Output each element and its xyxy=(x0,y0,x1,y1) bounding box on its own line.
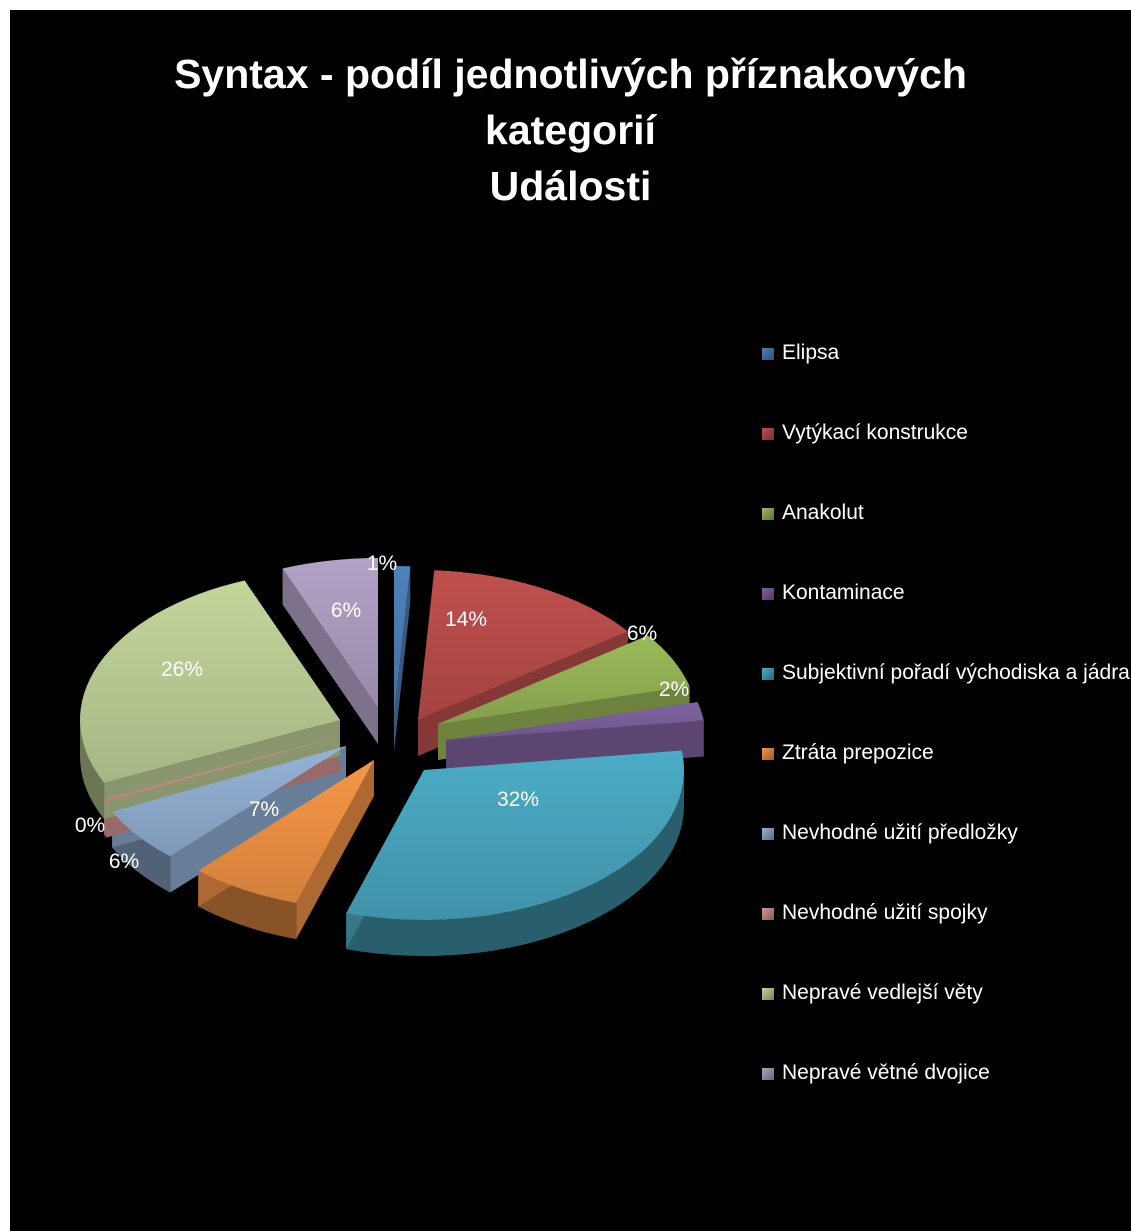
legend-label-5: Ztráta prepozice xyxy=(782,741,934,764)
pie-label-layer: 1%14%6%2%32%7%6%0%26%6% xyxy=(75,552,689,873)
pie-top-layer xyxy=(80,558,704,920)
data-label-8: 26% xyxy=(161,658,203,681)
data-label-6: 6% xyxy=(109,850,139,873)
pie-wall-0-1 xyxy=(394,566,411,752)
pie-slice-8 xyxy=(80,580,341,784)
legend-swatch-9 xyxy=(762,1068,774,1080)
pie-slice-6 xyxy=(112,746,346,857)
legend-label-7: Nevhodné užití spojky xyxy=(782,901,988,924)
data-label-7: 0% xyxy=(75,814,105,837)
data-label-0: 1% xyxy=(367,552,397,575)
pie-plot: 1%14%6%2%32%7%6%0%26%6% xyxy=(75,552,704,956)
pie-wall-9-0 xyxy=(282,568,378,744)
legend-label-2: Anakolut xyxy=(782,501,864,524)
pie-slice-5 xyxy=(198,760,374,904)
pie-slice-7 xyxy=(104,736,340,802)
pie-slice-2 xyxy=(438,635,690,724)
pie-wall-3-1 xyxy=(446,720,704,776)
legend-label-3: Kontaminace xyxy=(782,581,905,604)
legend-label-9: Nepravé větné dvojice xyxy=(782,1061,990,1084)
legend-swatch-3 xyxy=(762,588,774,600)
legend-swatch-0 xyxy=(762,348,774,360)
legend-swatch-5 xyxy=(762,748,774,760)
legend-swatch-1 xyxy=(762,428,774,440)
pie-slice-1 xyxy=(418,570,628,720)
legend-label-8: Nepravé vedlejší věty xyxy=(782,981,983,1004)
chart-title-line-2: kategorií xyxy=(485,107,656,153)
pie-slice-4 xyxy=(346,750,684,920)
chart-area: Syntax - podíl jednotlivých příznakových… xyxy=(10,10,1131,1231)
pie-slice-3 xyxy=(446,702,704,740)
chart-title: Syntax - podíl jednotlivých příznakových… xyxy=(10,46,1131,214)
data-label-9: 6% xyxy=(331,599,361,622)
legend-label-1: Vytýkací konstrukce xyxy=(782,421,968,444)
chart-title-line-3: Události xyxy=(489,163,652,209)
legend-swatch-2 xyxy=(762,508,774,520)
pie-slice-9 xyxy=(282,558,378,708)
legend-label-6: Nevhodné užití předložky xyxy=(782,821,1018,844)
data-label-4: 32% xyxy=(497,788,539,811)
data-label-3: 2% xyxy=(659,678,689,701)
legend-swatch-4 xyxy=(762,668,774,680)
legend-label-4: Subjektivní pořadí východiska a jádra xyxy=(782,661,1130,684)
pie-wall-8-0 xyxy=(104,720,340,820)
pie-side-8 xyxy=(80,720,105,820)
data-label-1: 14% xyxy=(445,608,487,631)
legend-swatch-8 xyxy=(762,988,774,1000)
pie-slice-0 xyxy=(394,566,411,716)
legend-swatch-7 xyxy=(762,908,774,920)
data-label-5: 7% xyxy=(249,798,279,821)
legend-label-0: Elipsa xyxy=(782,341,840,364)
data-label-2: 6% xyxy=(627,622,657,645)
legend-swatch-6 xyxy=(762,828,774,840)
chart-title-line-1: Syntax - podíl jednotlivých příznakových xyxy=(174,51,967,97)
pie-side-4 xyxy=(346,770,684,956)
